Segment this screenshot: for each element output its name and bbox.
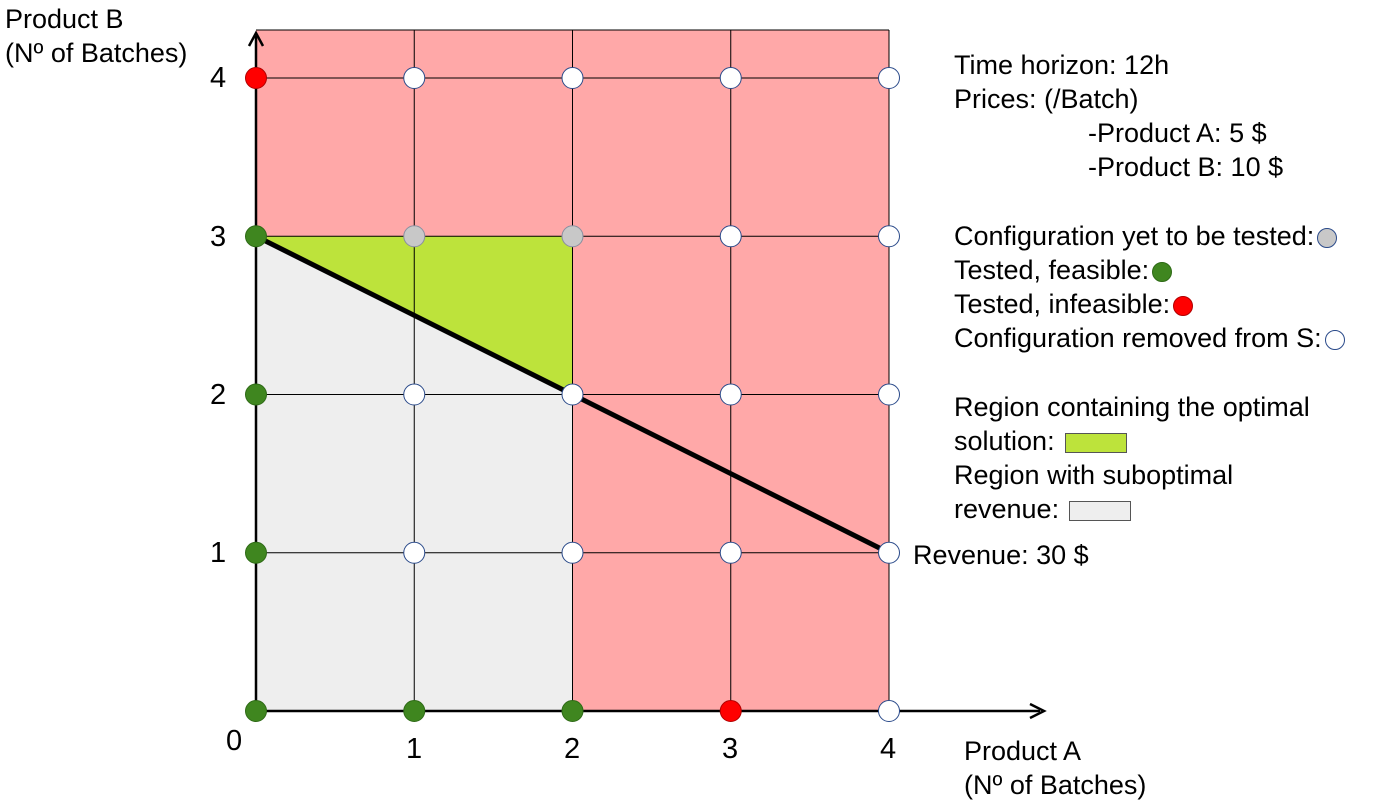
x-tick-label-4: 4 <box>880 733 897 765</box>
y-tick-label-1: 1 <box>210 537 227 569</box>
x-axis-arrow <box>1029 702 1047 720</box>
point-removed-a3-b2 <box>719 383 742 406</box>
untested-dot-swatch <box>1317 227 1338 248</box>
y-axis-title: Product B (Nº of Batches) <box>5 2 187 70</box>
point-feasible-a0-b2 <box>245 383 267 406</box>
x-tick-label-1: 1 <box>406 733 423 765</box>
legend-feasible-label: Tested, feasible: <box>954 255 1150 285</box>
point-removed-a2-b2 <box>561 383 584 406</box>
removed-dot-swatch <box>1324 329 1345 350</box>
optimal-region-swatch <box>1064 432 1127 453</box>
legend-optimal-line1: Region containing the optimal <box>954 392 1310 422</box>
point-removed-a4-b4 <box>878 67 900 89</box>
point-removed-a2-b4 <box>561 67 584 89</box>
point-untested-a1-b3 <box>403 225 426 248</box>
y-axis-title-line1: Product B <box>5 4 124 34</box>
revenue-label: Revenue: 30 $ <box>913 540 1089 570</box>
y-tick-label-4: 4 <box>210 62 227 94</box>
x-tick-label-2: 2 <box>564 733 581 765</box>
point-removed-a3-b3 <box>719 225 742 248</box>
x-axis-title-line1: Product A <box>964 736 1082 766</box>
legend-suboptimal-label: revenue: <box>954 494 1060 524</box>
point-feasible-a1-b0 <box>403 700 426 722</box>
legend-removed: Configuration removed from S: <box>954 321 1345 355</box>
point-infeasible-a3-b0 <box>719 700 742 722</box>
point-removed-a2-b1 <box>561 541 584 564</box>
point-infeasible-a0-b4 <box>245 67 267 89</box>
point-feasible-a2-b0 <box>561 700 584 722</box>
y-tick-label-2: 2 <box>210 379 227 411</box>
point-removed-a4-b0 <box>878 700 900 722</box>
x-axis-title: Product A (Nº of Batches) <box>964 734 1146 802</box>
point-removed-a1-b4 <box>403 67 426 89</box>
x-tick-label-0: 0 <box>226 725 243 757</box>
point-feasible-a0-b3 <box>245 225 267 248</box>
legend-removed-label: Configuration removed from S: <box>954 323 1322 353</box>
legend-untested-label: Configuration yet to be tested: <box>954 221 1315 251</box>
legend-optimal: solution: <box>954 424 1127 458</box>
point-removed-a4-b3 <box>878 225 900 248</box>
x-tick-label-3: 3 <box>722 733 739 765</box>
price-product-b-text: -Product B: 10 $ <box>1088 152 1284 182</box>
point-removed-a4-b2 <box>878 383 900 406</box>
point-removed-a1-b2 <box>403 383 426 406</box>
point-removed-a3-b1 <box>719 541 742 564</box>
y-axis-arrow <box>247 30 265 47</box>
price-product-a-text: -Product A: 5 $ <box>1088 118 1267 148</box>
legend-infeasible: Tested, infeasible: <box>954 287 1194 321</box>
point-removed-a4-b1 <box>878 541 900 564</box>
legend-optimal-label: solution: <box>954 426 1055 456</box>
suboptimal-region-swatch <box>1069 500 1132 521</box>
infeasible-dot-swatch <box>1173 295 1194 316</box>
legend-suboptimal-line1: Region with suboptimal <box>954 460 1234 490</box>
legend-infeasible-label: Tested, infeasible: <box>954 289 1171 319</box>
legend-feasible: Tested, feasible: <box>954 253 1173 287</box>
y-axis-title-line2: (Nº of Batches) <box>5 38 188 68</box>
point-removed-a1-b1 <box>403 541 426 564</box>
feasible-dot-swatch <box>1152 261 1173 282</box>
prices-title-text: Prices: (/Batch) <box>954 84 1139 114</box>
legend-untested: Configuration yet to be tested: <box>954 219 1338 253</box>
point-feasible-a0-b0 <box>245 700 267 722</box>
y-tick-label-3: 3 <box>210 221 227 253</box>
point-removed-a3-b4 <box>719 67 742 89</box>
configuration-points <box>245 67 900 722</box>
time-horizon-text: Time horizon: 12h <box>954 50 1170 80</box>
point-feasible-a0-b1 <box>245 541 267 564</box>
legend-suboptimal: revenue: <box>954 492 1132 526</box>
x-axis-title-line2: (Nº of Batches) <box>964 770 1147 800</box>
point-untested-a2-b3 <box>561 225 584 248</box>
axes <box>247 30 1047 720</box>
